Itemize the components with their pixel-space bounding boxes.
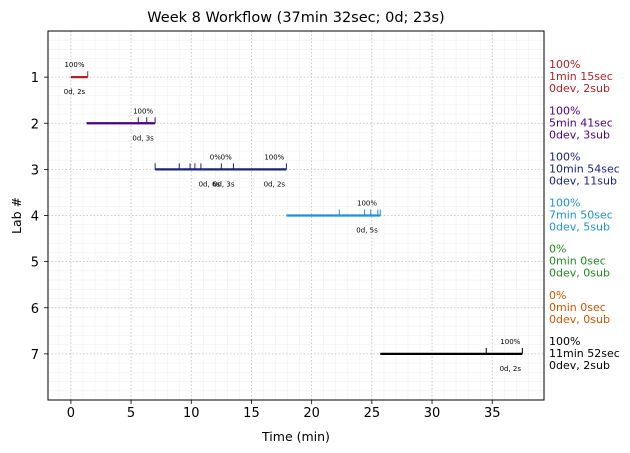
lab-6-summary-line: 0% xyxy=(549,289,566,302)
lab-5-summary-line: 0min 0sec xyxy=(549,255,606,268)
lab-3-pct-label: 100% xyxy=(264,153,284,161)
lab-3-pct-label: 0% xyxy=(221,153,232,161)
x-axis: 0 5 10 15 20 25 30 35 xyxy=(67,400,501,421)
y-tick-label: 5 xyxy=(31,256,39,271)
lab-3-duration-label: 0d, 6s xyxy=(199,180,221,188)
lab-7-summary-line: 100% xyxy=(549,335,580,348)
lab-1-summary-line: 1min 15sec xyxy=(549,70,613,83)
lab-2-duration-label: 0d, 3s xyxy=(132,134,154,142)
x-tick-label: 20 xyxy=(303,406,320,421)
lab-4-pct-label: 100% xyxy=(357,200,377,208)
y-tick-label: 6 xyxy=(31,302,39,317)
lab-4-summary-line: 0dev, 5sub xyxy=(549,221,610,234)
lab-5-summary-line: 0dev, 0sub xyxy=(549,267,610,280)
x-tick-label: 30 xyxy=(424,406,441,421)
lab-1-summary-line: 100% xyxy=(549,58,580,71)
x-tick-label: 15 xyxy=(243,406,260,421)
lab-4-summary-line: 7min 50sec xyxy=(549,209,613,222)
lab-3-duration-label: 0d, 3s xyxy=(213,180,235,188)
lab-7-pct-label: 100% xyxy=(500,338,520,346)
grid-layer xyxy=(48,31,544,400)
y-tick-label: 3 xyxy=(31,163,39,178)
chart-title: Week 8 Workflow (37min 32sec; 0d; 23s) xyxy=(147,10,444,26)
lab-4-summary-line: 100% xyxy=(549,197,580,210)
y-tick-label: 4 xyxy=(31,210,39,225)
lab-3-duration-label: 0d, 2s xyxy=(264,180,286,188)
y-axis-label: Lab # xyxy=(9,197,24,234)
lab-5-summary-line: 0% xyxy=(549,243,566,256)
y-tick-label: 1 xyxy=(31,71,39,86)
lab-2-summary-line: 0dev, 3sub xyxy=(549,128,610,141)
lab-2-summary-line: 5min 41sec xyxy=(549,116,613,129)
y-tick-label: 2 xyxy=(31,117,39,132)
lab-4-duration-label: 0d, 5s xyxy=(356,227,378,235)
x-tick-label: 25 xyxy=(364,406,381,421)
x-tick-label: 0 xyxy=(67,406,75,421)
lab-1-pct-label: 100% xyxy=(64,61,84,69)
lab-7-summary-line: 0dev, 2sub xyxy=(549,359,610,372)
x-axis-label: Time (min) xyxy=(261,429,330,444)
lab-6-summary-line: 0min 0sec xyxy=(549,301,606,314)
lab-7-summary-line: 11min 52sec xyxy=(549,347,620,360)
x-tick-label: 10 xyxy=(183,406,200,421)
lab-3-summary-line: 10min 54sec xyxy=(549,162,620,175)
y-tick-label: 7 xyxy=(31,348,39,363)
lab-2-summary-line: 100% xyxy=(549,104,580,117)
lab-3-summary-line: 100% xyxy=(549,150,580,163)
lab-3-summary-line: 0dev, 11sub xyxy=(549,174,617,187)
y-axis: 1 2 3 4 5 6 7 xyxy=(31,71,48,363)
x-tick-label: 35 xyxy=(484,406,501,421)
lab-1-summary-line: 0dev, 2sub xyxy=(549,82,610,95)
lab-6-summary-line: 0dev, 0sub xyxy=(549,313,610,326)
x-tick-label: 5 xyxy=(127,406,135,421)
lab-1-duration-label: 0d, 2s xyxy=(64,88,86,96)
lab-2-pct-label: 100% xyxy=(133,107,153,115)
lab-3-pct-label: 0% xyxy=(210,153,221,161)
lab-7-duration-label: 0d, 2s xyxy=(500,365,522,373)
